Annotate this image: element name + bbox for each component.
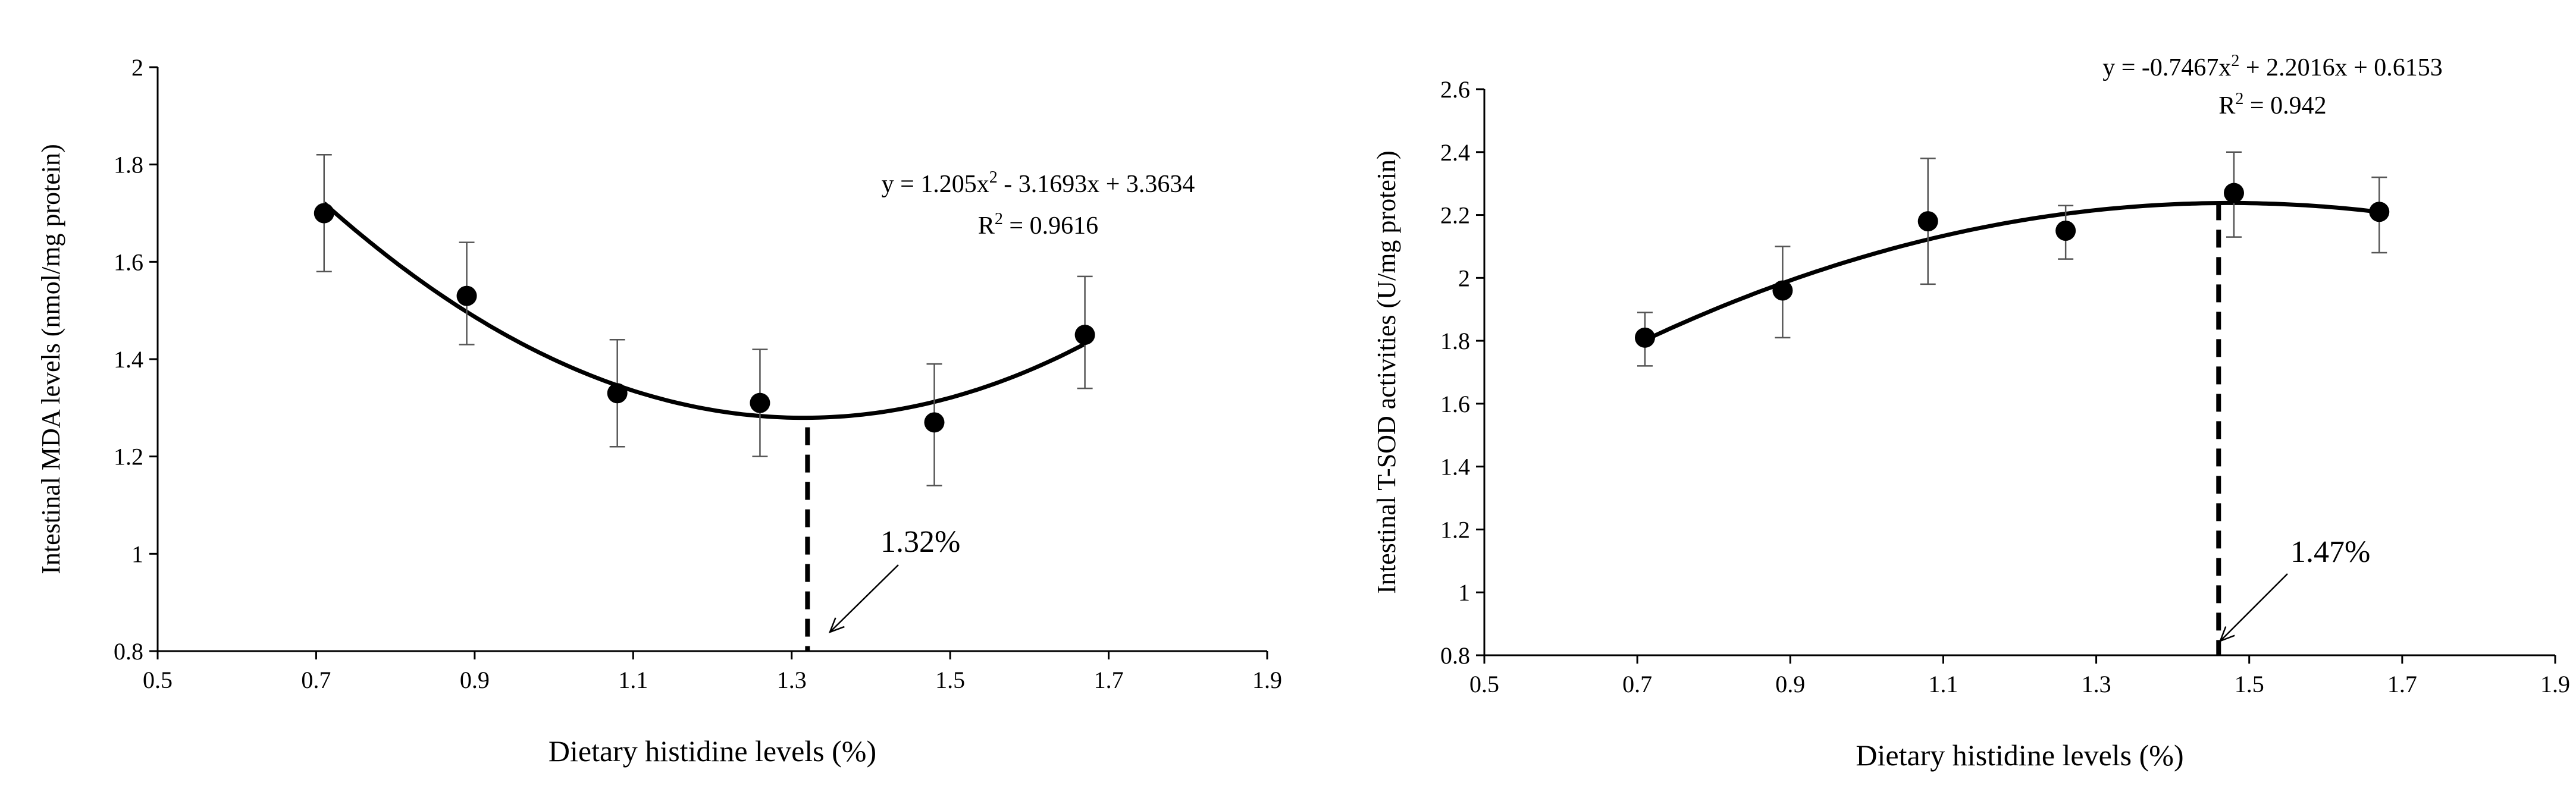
fit-curve [1644,200,2380,342]
data-point [1635,327,1655,348]
x-axis-title: Dietary histidine levels (%) [1856,739,2183,772]
y-tick-label: 2 [131,54,143,81]
r-squared-text: = 0.9616 [1003,212,1098,240]
r-squared-text: R [2218,92,2235,120]
data-point [750,392,770,413]
chart-tsod: 0.5 0.7 0.9 1.1 1.3 1.5 1.7 1.9 0.8 1 1.2 1.4 1.6 1.8… [1372,52,2570,772]
x-tick-label: 1.5 [935,667,965,693]
annotation-arrowhead [828,617,845,634]
x-tick-label: 1.7 [2387,671,2417,697]
y-tick-label: 2 [1458,265,1470,291]
y-tick-label: 1.4 [1440,454,1470,480]
r-squared: R2 = 0.9616 [978,210,1098,240]
equation-superscript: 2 [2231,52,2239,70]
y-tick-label: 2.4 [1440,139,1470,166]
data-point [2224,183,2244,203]
x-axis-title: Dietary histidine levels (%) [549,734,876,768]
y-tick-label: 1.6 [1440,391,1470,417]
data-point [314,203,334,224]
annotation-arrow [829,564,899,633]
r-squared-text: R [978,212,995,240]
data-point [2369,202,2390,222]
y-axis-title: Intestinal T-SOD activities (U/mg protei… [1372,150,1401,593]
x-tick-label: 1.1 [1928,671,1958,697]
equation-text: - 3.1693x + 3.3634 [998,171,1195,198]
y-tick-label: 0.8 [114,638,143,665]
y-tick-label: 1.8 [1440,328,1470,354]
r-squared-text: = 0.942 [2243,92,2326,120]
x-tick-label: 1.7 [1094,667,1124,693]
x-tick-label: 1.9 [2540,671,2570,697]
regression-equation: y = -0.7467x2 + 2.2016x + 0.6153 [2102,52,2443,81]
annotation-arrowhead [2218,626,2235,643]
regression-equation: y = 1.205x2 - 3.1693x + 3.3634 [882,168,1195,198]
data-point [1917,211,1938,232]
x-tick-label: 1.5 [2235,671,2264,697]
x-tick-label: 0.9 [1775,671,1805,697]
y-tick-label: 1 [131,541,143,567]
equation-text: y = 1.205x [882,171,989,198]
y-tick-label: 1.2 [1440,516,1470,543]
y-tick-label: 1.8 [114,152,143,178]
data-point [1074,325,1095,345]
x-tick-label: 1.9 [1252,667,1282,693]
x-tick-label: 0.5 [1469,671,1499,697]
y-tick-label: 1.2 [114,444,143,470]
equation-superscript: 2 [989,168,998,187]
y-tick-label: 0.8 [1440,642,1470,669]
x-tick-label: 1.3 [2082,671,2111,697]
r-squared: R2 = 0.942 [2218,90,2326,120]
y-tick-label: 1.4 [114,346,143,373]
x-tick-label: 1.3 [777,667,807,693]
data-point [924,412,945,433]
r-squared-superscript: 2 [2235,90,2243,108]
data-point [607,383,628,404]
y-tick-label: 1.6 [114,249,143,275]
y-tick-label: 1 [1458,579,1470,606]
optimum-label: 1.32% [880,525,960,559]
data-point [456,285,477,306]
y-tick-label: 2.2 [1440,202,1470,229]
equation-text: y = -0.7467x [2102,54,2231,81]
x-tick-label: 0.9 [460,667,490,693]
data-point [2055,221,2076,241]
data-point [1772,280,1793,301]
x-tick-label: 0.5 [143,667,173,693]
y-tick-label: 2.6 [1440,76,1470,103]
annotation-arrow [2220,573,2288,642]
x-tick-label: 1.1 [618,667,648,693]
x-tick-label: 0.7 [301,667,331,693]
fit-curve [322,201,1086,420]
chart-mda: 0.5 0.7 0.9 1.1 1.3 1.5 1.7 1.9 0.8 1 1.2 1.4 1.6 1.8… [36,54,1282,768]
equation-text: + 2.2016x + 0.6153 [2239,54,2442,81]
optimum-label: 1.47% [2290,535,2370,569]
r-squared-superscript: 2 [995,210,1003,228]
y-axis-title: Intestinal MDA levels (nmol/mg protein) [36,144,65,574]
x-tick-label: 0.7 [1622,671,1652,697]
